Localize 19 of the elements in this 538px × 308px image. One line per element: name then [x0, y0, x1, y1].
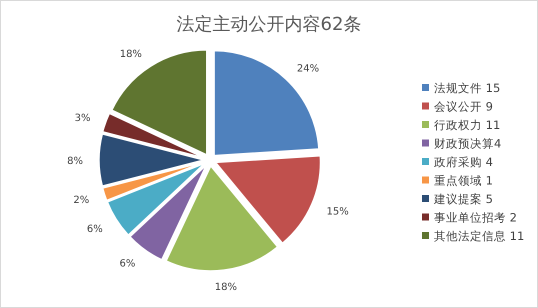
legend-label: 财政预决算4 — [434, 136, 502, 150]
data-label: 6% — [86, 224, 103, 236]
data-label: 3% — [74, 112, 91, 124]
legend-label: 其他法定信息 11 — [434, 229, 524, 243]
legend-label: 建议提案 5 — [433, 192, 493, 206]
data-label: 15% — [326, 206, 349, 218]
legend-label: 会议公开 9 — [434, 100, 493, 114]
data-label: 18% — [214, 282, 238, 293]
data-label: 8% — [67, 156, 83, 167]
data-label: 24% — [296, 63, 320, 74]
legend-label: 重点领域 1 — [434, 174, 493, 188]
legend-label: 政府采购 4 — [434, 155, 493, 169]
data-label: 2% — [73, 195, 90, 206]
chart-title: 法定主动公开内容62条 — [176, 14, 362, 35]
data-label: 18% — [120, 48, 142, 60]
legend-label: 法规文件 15 — [434, 81, 500, 95]
legend-label: 事业单位招考 2 — [434, 210, 517, 224]
data-label: 6% — [119, 258, 136, 270]
legend-label: 行政权力 11 — [434, 118, 500, 132]
